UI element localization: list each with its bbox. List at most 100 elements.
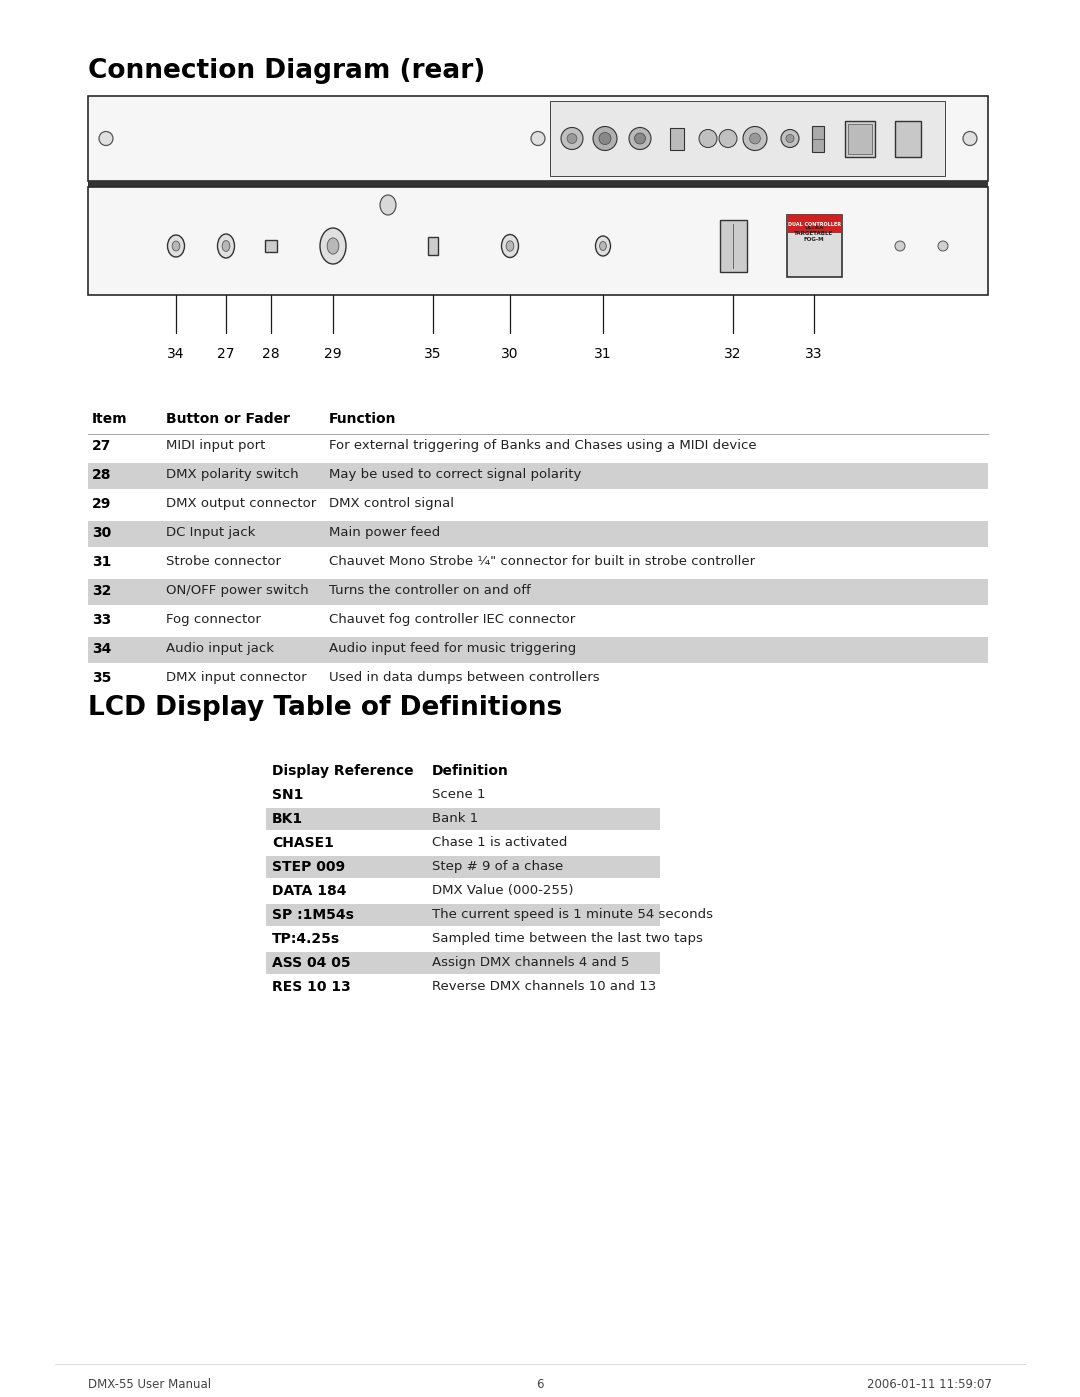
Text: Step # 9 of a chase: Step # 9 of a chase — [432, 861, 564, 873]
Text: 6: 6 — [537, 1377, 543, 1391]
Circle shape — [593, 127, 617, 151]
Bar — [87, 462, 988, 489]
Text: The current speed is 1 minute 54 seconds: The current speed is 1 minute 54 seconds — [432, 908, 713, 921]
Ellipse shape — [501, 235, 518, 257]
Bar — [87, 578, 988, 605]
Text: Assign DMX channels 4 and 5: Assign DMX channels 4 and 5 — [432, 956, 630, 970]
Bar — [266, 807, 660, 830]
Text: BK1: BK1 — [272, 812, 303, 826]
Circle shape — [531, 131, 545, 145]
Circle shape — [99, 131, 113, 145]
Circle shape — [719, 130, 737, 148]
Circle shape — [599, 133, 611, 144]
Text: 27: 27 — [92, 439, 111, 453]
Text: 34: 34 — [167, 346, 185, 360]
Ellipse shape — [217, 235, 234, 258]
Circle shape — [939, 242, 948, 251]
Bar — [812, 126, 824, 151]
Text: ULTRA
TARGETABLE
FOG-M: ULTRA TARGETABLE FOG-M — [795, 225, 834, 242]
Text: 34: 34 — [92, 643, 111, 657]
Text: STEP 009: STEP 009 — [272, 861, 346, 875]
Text: 29: 29 — [324, 346, 341, 360]
Text: DMX input connector: DMX input connector — [166, 671, 307, 685]
Bar — [87, 637, 988, 664]
Circle shape — [567, 134, 577, 144]
Text: MIDI input port: MIDI input port — [166, 439, 266, 453]
Bar — [266, 856, 660, 877]
Bar — [266, 951, 660, 974]
Text: Audio input jack: Audio input jack — [166, 643, 274, 655]
Text: 30: 30 — [92, 527, 111, 541]
Bar — [786, 215, 841, 277]
Text: Main power feed: Main power feed — [329, 527, 441, 539]
Ellipse shape — [507, 240, 514, 251]
Text: 2006-01-11 11:59:07: 2006-01-11 11:59:07 — [867, 1377, 993, 1391]
Text: RES 10 13: RES 10 13 — [272, 981, 351, 995]
Bar — [87, 182, 988, 187]
Ellipse shape — [599, 242, 606, 250]
Text: Strobe connector: Strobe connector — [166, 555, 281, 569]
Bar — [87, 96, 988, 182]
Text: DMX output connector: DMX output connector — [166, 497, 316, 510]
Text: Display Reference: Display Reference — [272, 764, 414, 778]
Circle shape — [561, 127, 583, 149]
Circle shape — [629, 127, 651, 149]
Text: CHASE1: CHASE1 — [272, 835, 334, 849]
Text: Definition: Definition — [432, 764, 509, 778]
Bar — [266, 904, 660, 926]
Text: Chauvet Mono Strobe ¼" connector for built in strobe controller: Chauvet Mono Strobe ¼" connector for bui… — [329, 555, 755, 569]
Circle shape — [963, 131, 977, 145]
Text: ASS 04 05: ASS 04 05 — [272, 956, 351, 970]
Ellipse shape — [327, 237, 339, 254]
Text: Chase 1 is activated: Chase 1 is activated — [432, 835, 567, 849]
Circle shape — [895, 242, 905, 251]
Ellipse shape — [167, 235, 185, 257]
Text: May be used to correct signal polarity: May be used to correct signal polarity — [329, 468, 581, 481]
Bar — [895, 120, 921, 156]
Text: 33: 33 — [806, 346, 823, 360]
Bar — [719, 219, 746, 272]
Text: Item: Item — [92, 412, 127, 426]
Text: Scene 1: Scene 1 — [432, 788, 486, 800]
Text: TP:4.25s: TP:4.25s — [272, 932, 340, 946]
Circle shape — [743, 127, 767, 151]
Text: 29: 29 — [92, 497, 111, 511]
Text: Used in data dumps between controllers: Used in data dumps between controllers — [329, 671, 599, 685]
Bar — [845, 120, 875, 156]
Text: Button or Fader: Button or Fader — [166, 412, 291, 426]
Text: Connection Diagram (rear): Connection Diagram (rear) — [87, 59, 485, 84]
Bar — [550, 101, 945, 176]
Text: DMX polarity switch: DMX polarity switch — [166, 468, 299, 481]
Text: 31: 31 — [594, 346, 611, 360]
Text: DC Input jack: DC Input jack — [166, 527, 255, 539]
Text: 28: 28 — [92, 468, 111, 482]
Bar — [265, 240, 276, 251]
Text: 30: 30 — [501, 346, 518, 360]
Ellipse shape — [320, 228, 346, 264]
Text: Sampled time between the last two taps: Sampled time between the last two taps — [432, 932, 703, 944]
Text: 31: 31 — [92, 555, 111, 569]
Circle shape — [786, 134, 794, 142]
Text: 35: 35 — [92, 671, 111, 685]
Text: 28: 28 — [262, 346, 280, 360]
Bar — [87, 187, 988, 295]
Circle shape — [699, 130, 717, 148]
Circle shape — [781, 130, 799, 148]
Text: SP :1M54s: SP :1M54s — [272, 908, 354, 922]
Text: 35: 35 — [424, 346, 442, 360]
Text: Reverse DMX channels 10 and 13: Reverse DMX channels 10 and 13 — [432, 981, 657, 993]
Bar — [848, 123, 872, 154]
Text: DMX-55 User Manual: DMX-55 User Manual — [87, 1377, 211, 1391]
Text: Turns the controller on and off: Turns the controller on and off — [329, 584, 530, 597]
Text: Function: Function — [329, 412, 396, 426]
Text: Audio input feed for music triggering: Audio input feed for music triggering — [329, 643, 577, 655]
Text: Chauvet fog controller IEC connector: Chauvet fog controller IEC connector — [329, 613, 576, 626]
Text: For external triggering of Banks and Chases using a MIDI device: For external triggering of Banks and Cha… — [329, 439, 757, 453]
Circle shape — [635, 133, 646, 144]
Ellipse shape — [595, 236, 610, 256]
Text: DMX control signal: DMX control signal — [329, 497, 454, 510]
Ellipse shape — [380, 196, 396, 215]
Text: SN1: SN1 — [272, 788, 303, 802]
Text: DATA 184: DATA 184 — [272, 884, 347, 898]
Text: 32: 32 — [92, 584, 111, 598]
